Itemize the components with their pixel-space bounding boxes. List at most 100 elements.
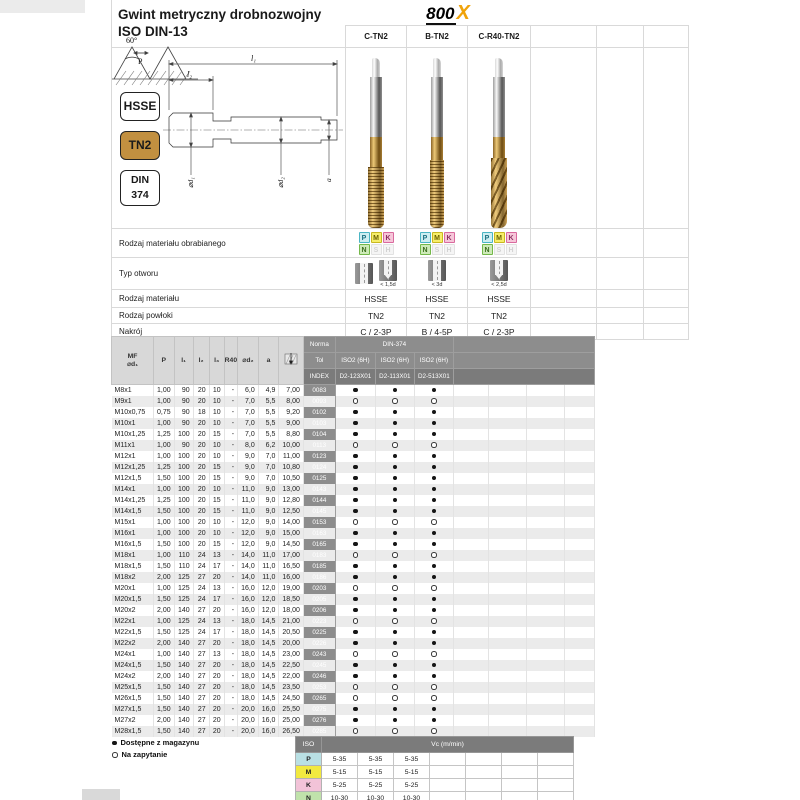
availability-dot xyxy=(431,486,437,492)
dim-value: 14,5 xyxy=(258,616,280,627)
availability-dot xyxy=(431,629,437,635)
index-code: 0203 xyxy=(303,583,336,594)
col-header: l₃ xyxy=(208,336,225,385)
vc-value: 5-15 xyxy=(321,765,358,779)
material-chip-H: H xyxy=(505,243,517,255)
dim-value: 140 xyxy=(174,726,194,737)
availability-cell xyxy=(335,484,376,495)
dim-value: 7,0 xyxy=(237,396,259,407)
availability-cell xyxy=(414,484,454,495)
index-code: 0102 xyxy=(303,407,336,418)
availability-dot xyxy=(431,563,437,569)
availability-dot xyxy=(353,431,358,437)
availability-dot xyxy=(392,453,398,459)
thread-size: M12x1,5 xyxy=(111,473,154,484)
dim-value: 125 xyxy=(174,594,194,605)
dim-value: 20 xyxy=(193,451,210,462)
dim-value: 27 xyxy=(193,693,210,704)
dim-value: 140 xyxy=(174,682,194,693)
availability-dot xyxy=(353,464,358,470)
availability-cell xyxy=(335,572,376,583)
availability-cell xyxy=(335,495,376,506)
availability-cell xyxy=(375,660,415,671)
col-header: a xyxy=(257,336,280,385)
availability-cell xyxy=(375,440,415,451)
dim-value: 100 xyxy=(174,429,194,440)
availability-dot xyxy=(352,519,359,525)
vc-value: 5-35 xyxy=(321,752,358,766)
availability-dot xyxy=(431,574,437,580)
coating-value: TN2 xyxy=(468,308,531,324)
availability-dot xyxy=(392,409,398,415)
availability-cell xyxy=(414,473,454,484)
size-row-M15x1: M15x1 1,00 100 20 10-12,0 9,0 14,00 0153 xyxy=(111,517,595,528)
dim-value: 14,5 xyxy=(258,671,280,682)
dim-d2: ⌀d₂ xyxy=(276,177,285,188)
dim-value: 1,00 xyxy=(153,418,175,429)
dim-value: 27 xyxy=(193,671,210,682)
dim-value: 15 xyxy=(209,429,225,440)
dim-value: 12,0 xyxy=(258,605,280,616)
dim-value: 140 xyxy=(174,638,194,649)
index-code: 0125 xyxy=(303,473,336,484)
availability-dot xyxy=(392,695,398,701)
availability-dot xyxy=(353,607,358,613)
dim-value: 26,50 xyxy=(278,726,304,737)
dim-value: 18,0 xyxy=(237,660,259,671)
hole-depth-label: < 1,5d xyxy=(380,281,396,288)
dim-value: 100 xyxy=(174,484,194,495)
legend-on-request: Na zapytanie xyxy=(112,749,199,761)
dim-value: 15,00 xyxy=(278,528,304,539)
availability-dot xyxy=(352,442,359,448)
availability-dot xyxy=(392,728,398,734)
dim-value: 22,50 xyxy=(278,660,304,671)
availability-cell xyxy=(375,583,415,594)
dim-value: 27 xyxy=(193,638,210,649)
dim-value: 9,20 xyxy=(278,407,304,418)
availability-legend: Dostępne z magazynu Na zapytanie xyxy=(112,737,199,761)
thread-size: M18x1,5 xyxy=(111,561,154,572)
dim-value: 10,80 xyxy=(278,462,304,473)
availability-cell xyxy=(335,561,376,572)
availability-cell xyxy=(335,451,376,462)
vc-value: 5-25 xyxy=(357,778,394,792)
availability-dot xyxy=(352,728,359,734)
index-code: 0123 xyxy=(303,451,336,462)
blind-hole-icon: < 2,5d xyxy=(490,259,508,288)
dim-value: 9,0 xyxy=(258,484,280,495)
dim-value: 14,5 xyxy=(258,627,280,638)
size-row-M10x1: M10x1 1,00 90 20 10-7,0 5,5 9,00 0103 xyxy=(111,418,595,429)
dim-value: 11,0 xyxy=(258,572,280,583)
availability-cell xyxy=(414,715,454,726)
index-code-header: D2-113X01 xyxy=(374,368,415,385)
material-chip-P: P xyxy=(419,231,431,243)
availability-cell xyxy=(335,616,376,627)
availability-cell xyxy=(414,572,454,583)
size-row-M20x1: M20x1 1,00 125 24 13-16,0 12,0 19,00 0203 xyxy=(111,583,595,594)
dim-value: 24 xyxy=(193,550,210,561)
dim-value: 140 xyxy=(174,649,194,660)
dim-value: - xyxy=(224,451,239,462)
availability-dot xyxy=(353,640,358,646)
availability-cell xyxy=(375,484,415,495)
availability-cell xyxy=(414,407,454,418)
dim-value: 20 xyxy=(209,660,225,671)
dim-value: 1,00 xyxy=(153,384,175,396)
dim-value: 5,5 xyxy=(258,407,280,418)
availability-dot xyxy=(431,442,437,448)
dim-value: 140 xyxy=(174,693,194,704)
dim-value: - xyxy=(224,605,239,616)
availability-dot xyxy=(431,695,437,701)
index-code: 0144 xyxy=(303,495,336,506)
availability-dot xyxy=(392,519,398,525)
tap-photo-c-r40-tn2 xyxy=(491,58,507,228)
availability-dot xyxy=(352,695,359,701)
availability-cell xyxy=(375,462,415,473)
index-code: 0186 xyxy=(303,572,336,583)
size-row-M14x1,25: M14x1,25 1,25 100 20 15-11,0 9,0 12,80 0144 xyxy=(111,495,595,506)
col-header: l₁ xyxy=(173,336,194,385)
dim-value: 25,50 xyxy=(278,704,304,715)
availability-dot xyxy=(392,508,398,514)
